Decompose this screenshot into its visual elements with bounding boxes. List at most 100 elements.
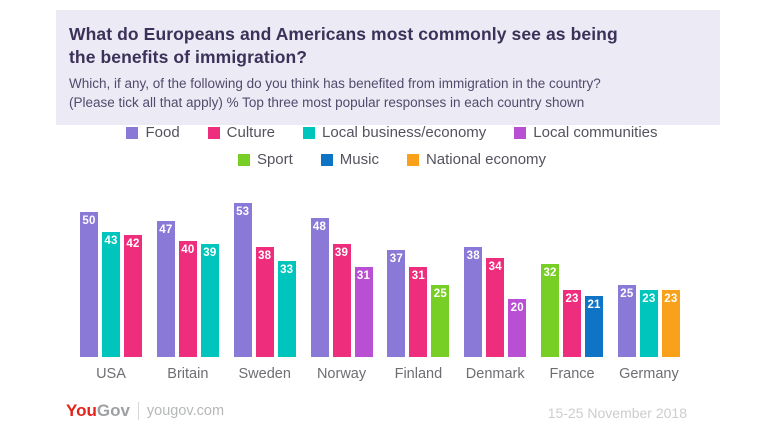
bar-culture: 40 xyxy=(178,241,197,357)
legend-swatch-icon xyxy=(406,153,419,166)
country-label: Finland xyxy=(394,366,443,382)
bar-value-label: 23 xyxy=(565,293,579,306)
bar-cluster: 48 39 31 xyxy=(310,196,373,357)
legend-swatch-icon xyxy=(237,153,250,166)
legend-swatch-icon xyxy=(320,153,333,166)
bar-value-label: 48 xyxy=(312,220,327,233)
bar-value-label: 34 xyxy=(488,261,502,274)
bar-value-label: 43 xyxy=(104,235,118,248)
bar-food: 48 xyxy=(310,217,329,357)
bar-cluster: 47 40 39 xyxy=(156,196,219,357)
legend-row: Sport Music National economy xyxy=(237,151,547,168)
bar-value-label: 31 xyxy=(411,270,425,283)
bar-value-label: 32 xyxy=(543,267,557,280)
legend-label: Music xyxy=(339,151,379,168)
legend-item: Music xyxy=(320,151,379,168)
bar-national-economy: 23 xyxy=(661,290,680,357)
legend-swatch-icon xyxy=(207,126,220,139)
bar-group: 47 40 39 Britain xyxy=(156,196,219,382)
bar-value-label: 39 xyxy=(203,246,217,259)
bar-value-label: 33 xyxy=(280,264,294,277)
legend: Food Culture Local business/economy Local c… xyxy=(0,124,784,168)
bar-value-label: 23 xyxy=(642,293,656,306)
country-label: Norway xyxy=(316,366,367,382)
bar-local-communities: 31 xyxy=(354,267,373,357)
bar-music: 21 xyxy=(585,296,604,357)
bar-value-label: 31 xyxy=(356,270,371,283)
bar-cluster: 50 43 42 xyxy=(80,196,142,357)
logo-you-text: You xyxy=(66,401,97,420)
bar-value-label: 42 xyxy=(126,238,140,251)
bar-group: 50 43 42 USA xyxy=(80,196,142,382)
bar-food: 25 xyxy=(617,284,636,357)
question-header: What do Europeans and Americans most com… xyxy=(56,10,720,125)
bar-culture: 23 xyxy=(563,290,582,357)
yougov-logo: You Gov yougov.com xyxy=(66,401,224,421)
bar-value-label: 37 xyxy=(389,252,403,265)
legend-label: Food xyxy=(145,124,180,141)
bar-culture: 42 xyxy=(124,235,142,357)
bar-food: 37 xyxy=(387,249,406,357)
bar-value-label: 25 xyxy=(433,287,447,300)
bar-sport: 32 xyxy=(541,264,560,357)
bar-local-business-economy: 33 xyxy=(277,261,296,357)
bar-value-label: 50 xyxy=(82,215,96,227)
country-label: France xyxy=(549,366,595,382)
bar-value-label: 38 xyxy=(258,249,272,262)
legend-label: National economy xyxy=(425,151,547,168)
logo-site-text: yougov.com xyxy=(146,403,225,419)
bar-culture: 39 xyxy=(332,243,351,357)
bar-group: 38 34 20 Denmark xyxy=(464,196,527,382)
bar-local-business-economy: 43 xyxy=(102,232,120,357)
fieldwork-dates: 15-25 November 2018 xyxy=(547,405,687,421)
bar-cluster: 53 38 33 xyxy=(233,196,296,357)
country-label: Britain xyxy=(167,366,209,382)
bar-food: 47 xyxy=(156,220,175,357)
bar-group: 48 39 31 Norway xyxy=(310,196,373,382)
bar-cluster: 38 34 20 xyxy=(464,196,527,357)
legend-item: Culture xyxy=(207,124,276,141)
bar-cluster: 37 31 25 xyxy=(387,196,450,357)
country-label: USA xyxy=(96,366,126,382)
bar-local-business-economy: 39 xyxy=(200,243,219,357)
country-label: Sweden xyxy=(238,366,291,382)
bar-food: 50 xyxy=(80,212,98,357)
bar-cluster: 32 23 21 xyxy=(541,196,604,357)
page-subtitle-line2: (Please tick all that apply) % Top three… xyxy=(69,95,585,111)
bar-food: 53 xyxy=(233,203,252,357)
legend-label: Culture xyxy=(226,124,276,141)
country-label: Denmark xyxy=(465,366,525,382)
legend-label: Local communities xyxy=(533,124,658,141)
bar-group: 53 38 33 Sweden xyxy=(233,196,296,382)
legend-row: Food Culture Local business/economy Local c… xyxy=(126,124,658,141)
legend-label: Local business/economy xyxy=(322,124,487,141)
bar-value-label: 39 xyxy=(334,246,349,259)
bar-culture: 38 xyxy=(255,246,274,357)
bar-value-label: 20 xyxy=(510,302,524,314)
bar-value-label: 23 xyxy=(664,293,678,306)
legend-item: National economy xyxy=(406,151,547,168)
bar-value-label: 40 xyxy=(181,244,195,256)
page-subtitle-line1: Which, if any, of the following do you t… xyxy=(69,76,601,92)
bar-cluster: 25 23 23 xyxy=(617,196,680,357)
logo-divider xyxy=(137,402,139,420)
bar-culture: 31 xyxy=(409,267,428,357)
legend-label: Sport xyxy=(256,151,293,168)
bar-group: 32 23 21 France xyxy=(541,196,604,382)
bar-local-communities: 20 xyxy=(508,299,527,357)
bar-value-label: 38 xyxy=(466,249,480,262)
bar-group: 37 31 25 Finland xyxy=(387,196,450,382)
page-title-line1: What do Europeans and Americans most com… xyxy=(69,24,618,44)
legend-item: Sport xyxy=(237,151,293,168)
legend-item: Local business/economy xyxy=(303,124,486,141)
page-title: What do Europeans and Americans most com… xyxy=(69,23,704,69)
legend-item: Local communities xyxy=(514,124,658,141)
bar-group: 25 23 23 Germany xyxy=(617,196,680,382)
bar-value-label: 47 xyxy=(159,223,173,236)
bar-sport: 25 xyxy=(431,284,450,357)
bar-local-business-economy: 23 xyxy=(639,290,658,357)
legend-swatch-icon xyxy=(303,126,316,139)
page-title-line2: the benefits of immigration? xyxy=(69,47,308,68)
legend-swatch-icon xyxy=(126,126,139,139)
bar-chart: 50 43 42 USA 47 40 39 Britain 53 38 33 Sweden 48 39 31… xyxy=(80,196,680,382)
